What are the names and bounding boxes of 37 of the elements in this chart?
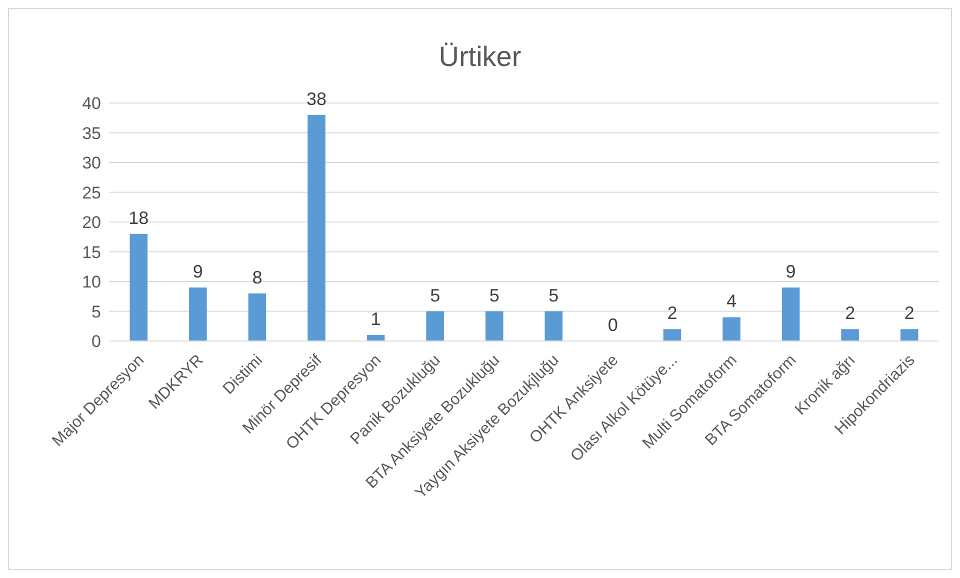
y-tick-label: 35	[82, 124, 101, 143]
bar	[426, 311, 444, 341]
data-label: 1	[370, 309, 381, 330]
y-tick-label: 40	[82, 94, 101, 114]
bar	[663, 329, 682, 341]
bar	[782, 287, 800, 341]
bar	[485, 311, 504, 341]
bar	[130, 234, 148, 341]
bar	[189, 287, 207, 341]
y-tick-label: 25	[82, 183, 101, 202]
y-tick-label: 10	[82, 272, 101, 292]
y-tick-label: 15	[82, 242, 101, 262]
data-label: 4	[726, 291, 737, 312]
data-label: 9	[786, 261, 796, 282]
bar	[248, 293, 266, 341]
data-label: 5	[489, 285, 500, 306]
data-label: 8	[252, 267, 262, 288]
y-tick-label: 30	[82, 154, 101, 173]
y-tick-label: 0	[92, 332, 101, 352]
data-label: 2	[667, 303, 678, 324]
bar	[366, 335, 385, 341]
data-label: 2	[845, 303, 856, 324]
data-label: 5	[430, 285, 440, 306]
bar	[900, 329, 918, 341]
bar	[841, 329, 859, 341]
bar	[544, 311, 563, 341]
y-tick-label: 5	[92, 302, 101, 322]
data-label: 0	[608, 315, 618, 335]
data-label: 18	[128, 208, 149, 228]
bar	[722, 317, 740, 341]
data-label: 5	[548, 285, 559, 306]
data-label: 9	[192, 261, 203, 282]
y-tick-label: 20	[82, 213, 101, 232]
data-label: 2	[904, 303, 914, 324]
bar	[308, 114, 326, 341]
chart-title: Ürtiker	[438, 41, 522, 73]
data-label: 38	[306, 88, 327, 109]
